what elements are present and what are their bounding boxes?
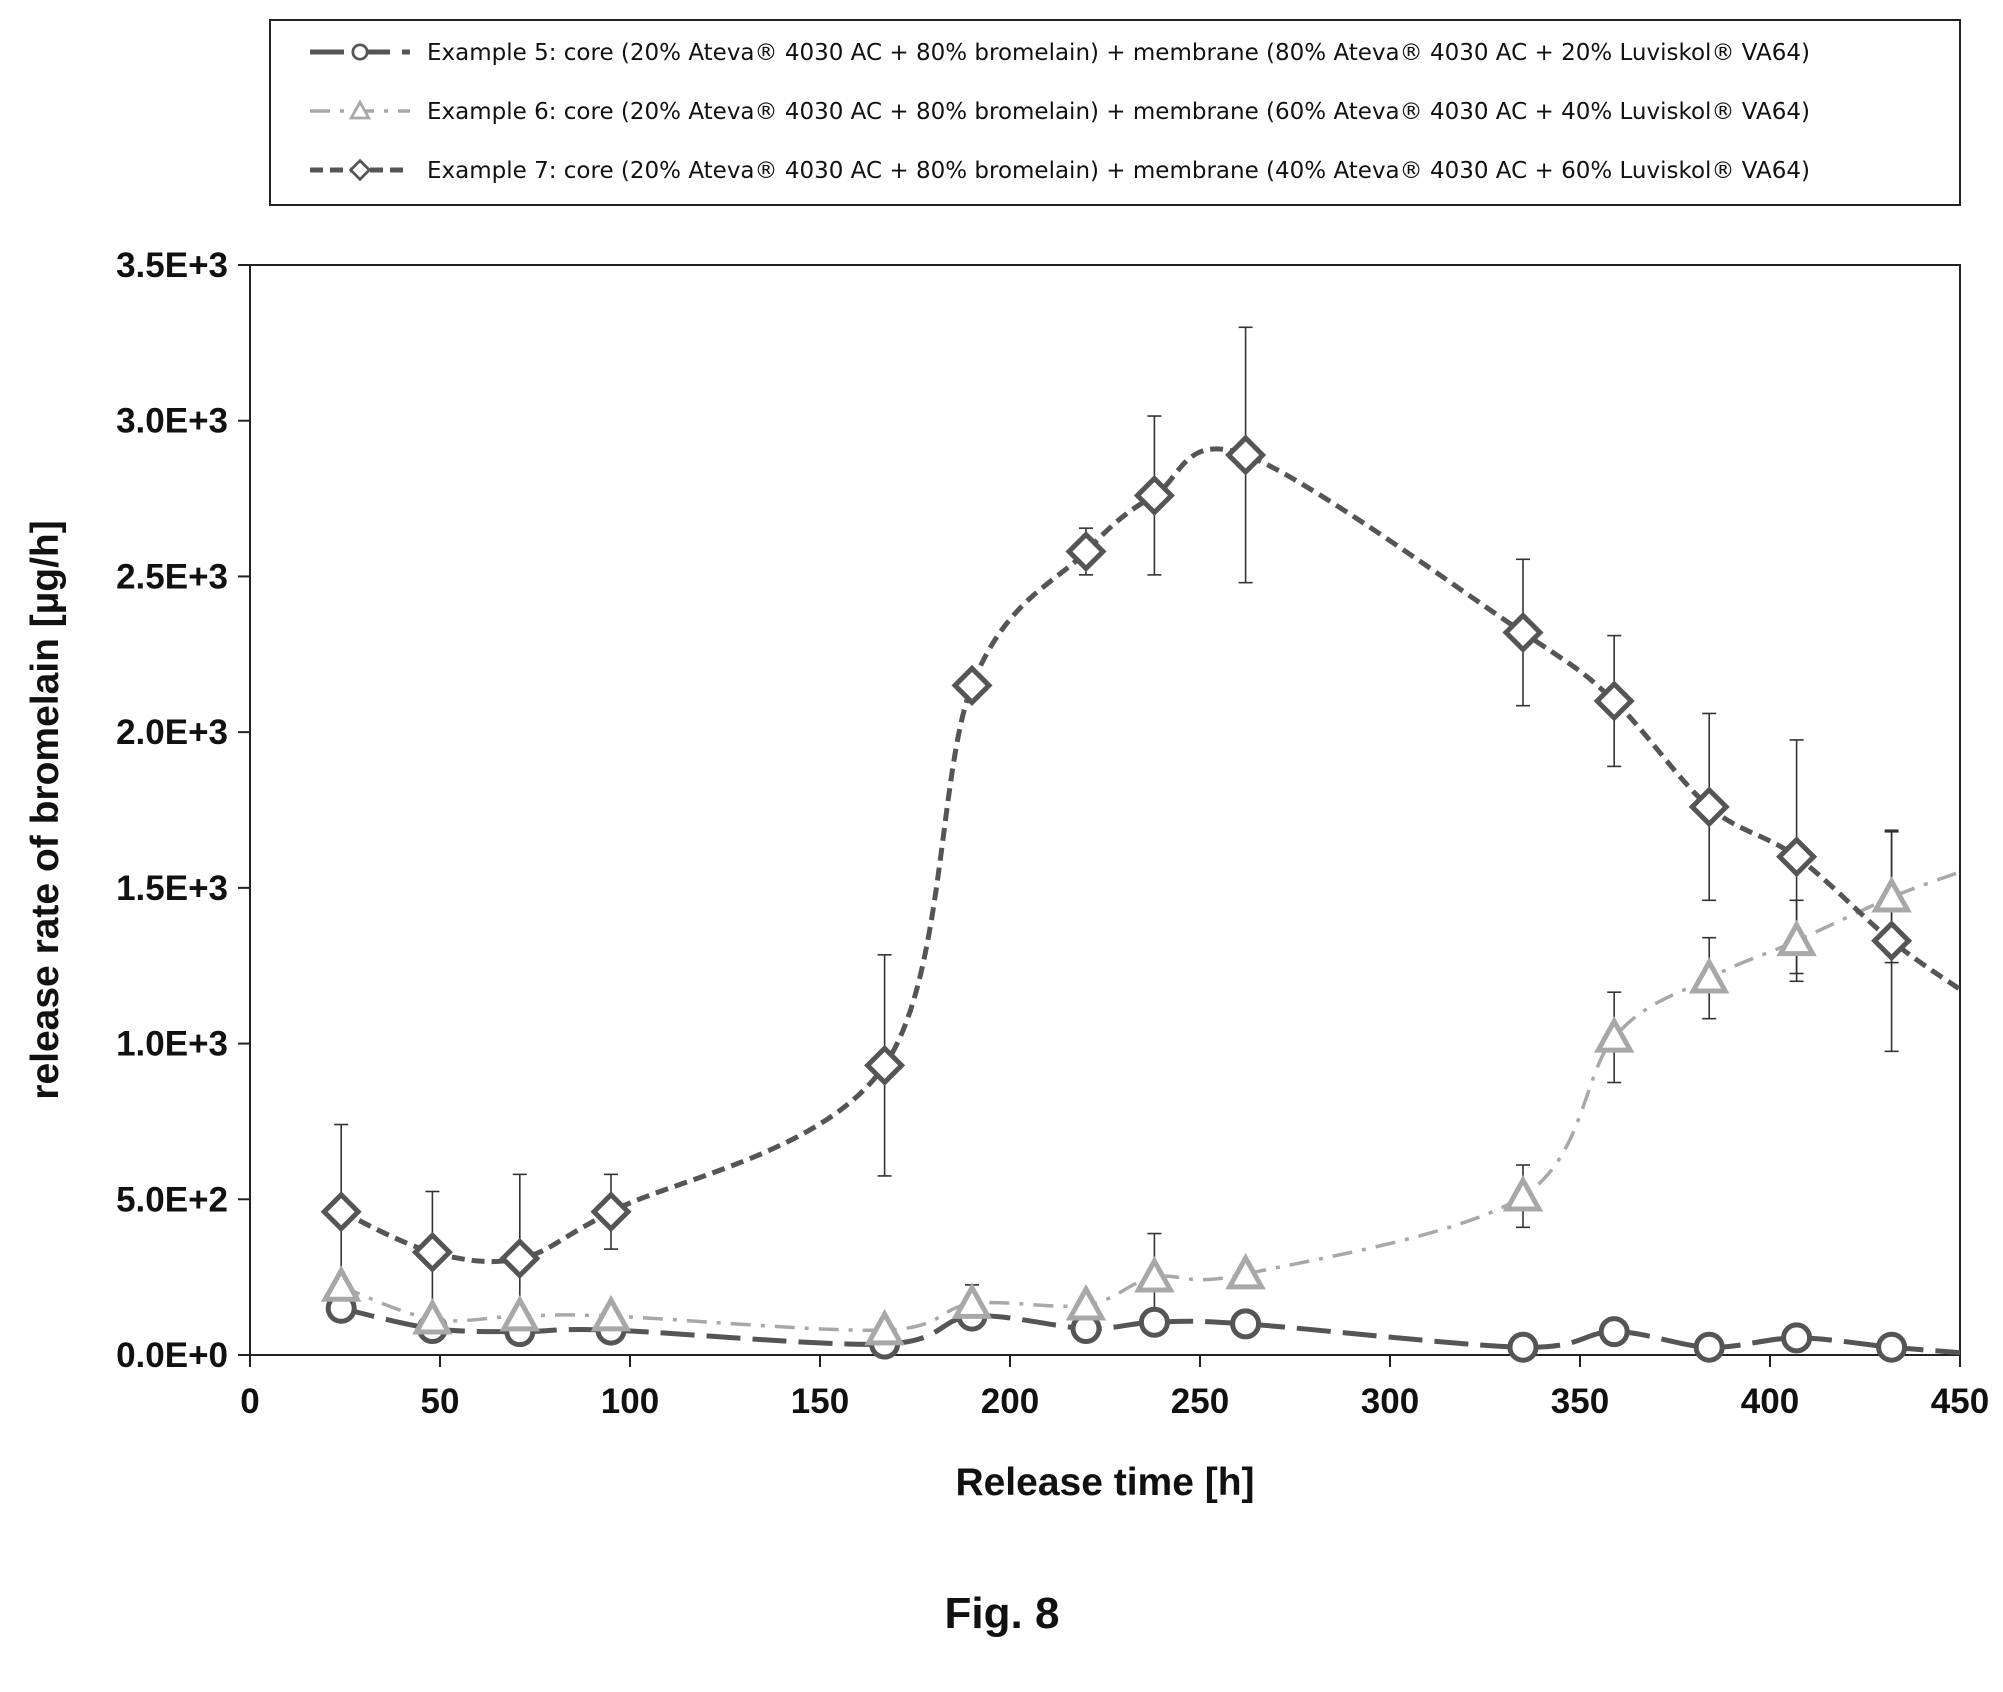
legend-swatch-marker [348, 158, 372, 182]
y-tick-label: 1.0E+3 [116, 1025, 228, 1064]
data-point-example-5 [1781, 1322, 1813, 1354]
x-tick-label: 300 [1361, 1382, 1419, 1421]
data-point-example-6 [1065, 1284, 1107, 1321]
legend-entry-example-6: Example 6: core (20% Ateva® 4030 AC + 80… [310, 99, 1810, 125]
data-point-example-7 [1593, 680, 1635, 722]
legend-swatch-example-7 [310, 158, 410, 182]
legend-box [269, 19, 1961, 206]
y-tick-label: 0.0E+0 [116, 1336, 228, 1375]
legend-label-example-5: Example 5: core (20% Ateva® 4030 AC + 80… [427, 40, 1810, 66]
data-point-example-5 [1507, 1331, 1539, 1363]
data-point-example-5 [1230, 1308, 1262, 1340]
series-line-example-6 [340, 870, 1960, 1333]
data-point-example-7 [864, 1044, 906, 1086]
series-line-example-7 [340, 446, 1960, 1265]
data-point-example-5 [1138, 1306, 1170, 1338]
plot-area-frame [249, 264, 1961, 1356]
legend-entry-example-7: Example 7: core (20% Ateva® 4030 AC + 80… [310, 158, 1810, 184]
x-tick-label: 350 [1551, 1382, 1609, 1421]
x-tick-label: 400 [1741, 1382, 1799, 1421]
data-point-example-5 [1598, 1316, 1630, 1348]
data-point-example-6 [1502, 1175, 1544, 1212]
data-point-example-7 [1133, 474, 1175, 516]
legend-swatch-marker [348, 99, 372, 120]
data-point-example-6 [1871, 876, 1912, 913]
legend-swatch-marker [351, 43, 369, 61]
y-tick-label: 2.5E+3 [116, 557, 228, 596]
legend-swatch-example-5 [310, 43, 410, 61]
y-tick-label: 1.5E+3 [116, 869, 228, 908]
legend-swatch-example-6 [310, 99, 410, 120]
data-point-example-6 [1593, 1016, 1635, 1053]
data-point-example-7 [1225, 434, 1267, 476]
data-point-example-7 [1871, 920, 1913, 962]
data-point-example-7 [1688, 786, 1730, 828]
y-tick-label: 5.0E+2 [116, 1180, 228, 1219]
data-point-example-5 [1876, 1331, 1908, 1363]
data-point-example-7 [951, 664, 993, 706]
x-tick-label: 250 [1171, 1382, 1229, 1421]
data-point-example-6 [412, 1298, 453, 1335]
x-tick-label: 0 [240, 1382, 259, 1421]
data-point-example-6 [499, 1294, 541, 1332]
data-point-example-7 [499, 1237, 541, 1279]
data-point-example-6 [1776, 919, 1817, 957]
data-point-example-6 [1225, 1252, 1266, 1290]
series-lines [340, 446, 1960, 1355]
x-axis-title: Release time [h] [955, 1461, 1254, 1504]
data-point-example-6 [1688, 957, 1730, 994]
data-point-example-7 [590, 1191, 632, 1233]
x-tick-label: 200 [981, 1382, 1039, 1421]
data-point-example-7 [1776, 836, 1818, 878]
data-point-example-7 [411, 1231, 453, 1273]
series-line-example-5 [340, 1305, 1960, 1355]
x-tick-label: 50 [421, 1382, 460, 1421]
data-point-example-6 [320, 1265, 362, 1302]
series-markers [320, 434, 1913, 1363]
data-point-example-7 [320, 1191, 362, 1233]
data-point-example-5 [1693, 1331, 1725, 1363]
x-tick-label: 150 [791, 1382, 849, 1421]
y-tick-label: 3.5E+3 [116, 246, 228, 285]
x-tick-label: 450 [1931, 1382, 1989, 1421]
y-tick-label: 2.0E+3 [116, 713, 228, 752]
axis-ticks: 0 50 100 150 200 250 300 350 400 450 0.0E+0 5.0E+2 1… [116, 246, 1989, 1421]
data-point-example-6 [951, 1282, 993, 1319]
figure-label: Fig. 8 [945, 1589, 1060, 1638]
y-tick-label: 3.0E+3 [116, 402, 228, 441]
error-bars [334, 326, 1899, 1344]
data-point-example-7 [1502, 611, 1544, 654]
legend: Example 5: core (20% Ateva® 4030 AC + 80… [269, 19, 1961, 206]
data-point-example-6 [1134, 1255, 1175, 1293]
data-point-example-7 [1065, 530, 1107, 573]
data-point-example-6 [590, 1294, 632, 1332]
legend-label-example-7: Example 7: core (20% Ateva® 4030 AC + 80… [427, 158, 1810, 184]
y-axis-title: release rate of bromelain [µg/h] [24, 520, 67, 1099]
legend-label-example-6: Example 6: core (20% Ateva® 4030 AC + 80… [427, 99, 1810, 125]
data-point-example-6 [864, 1308, 905, 1346]
legend-entry-example-5: Example 5: core (20% Ateva® 4030 AC + 80… [310, 40, 1810, 66]
x-tick-label: 100 [601, 1382, 659, 1421]
